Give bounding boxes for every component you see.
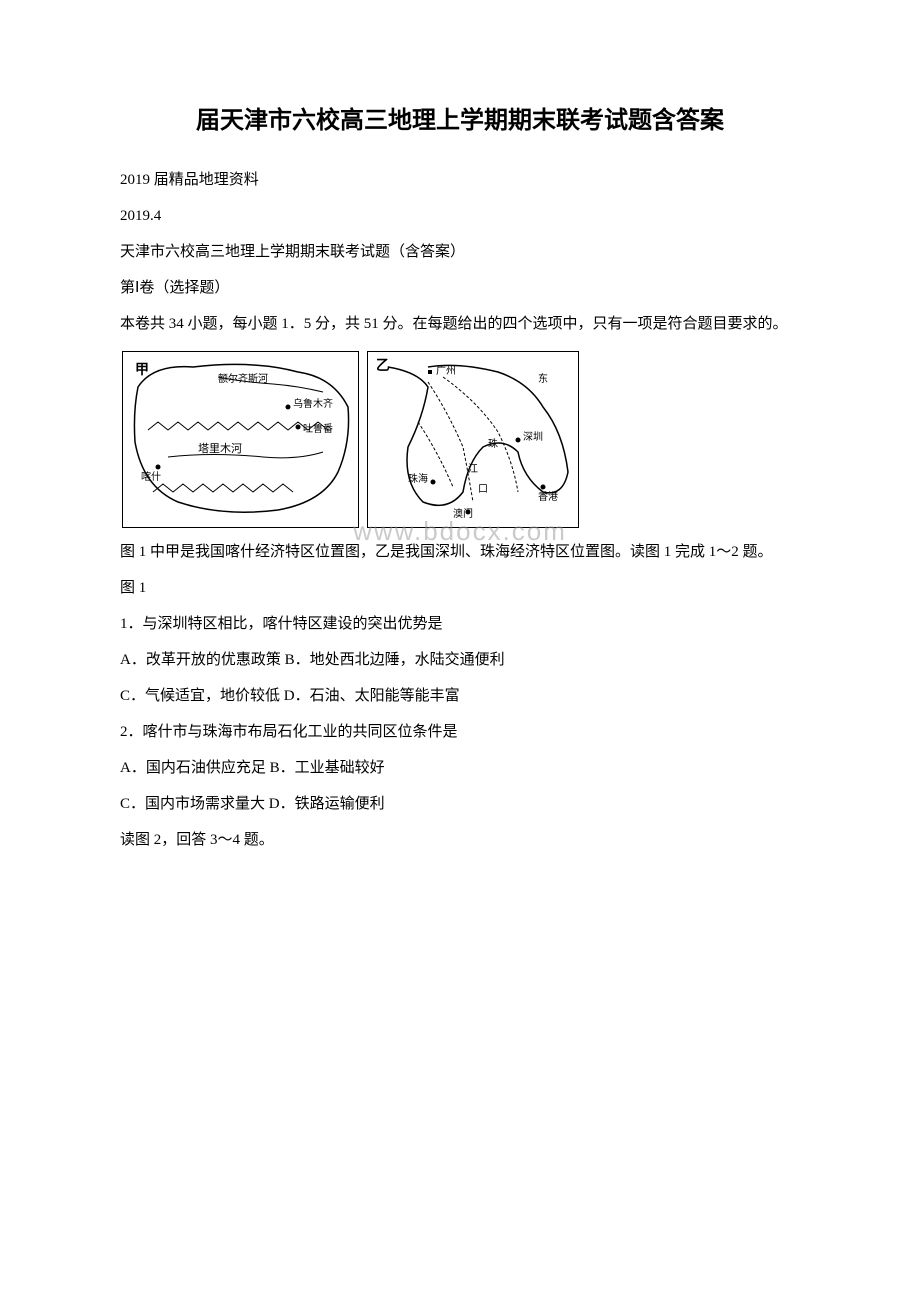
q2-options-ab: A．国内石油供应充足 B．工业基础较好 xyxy=(90,753,830,783)
meta-year-line: 2019 届精品地理资料 xyxy=(90,165,830,195)
map-jia-svg: 甲 额尔齐斯河 乌鲁木齐 吐鲁番 塔里木河 喀什 xyxy=(123,352,358,522)
map-yi: 乙 广州 东 深圳 珠 珠海 江 口 香港 澳门 xyxy=(367,351,579,528)
figure-1-ref: 图 1 xyxy=(90,573,830,603)
next-question-lead: 读图 2，回答 3～4 题。 xyxy=(90,825,830,855)
q2-stem: 2．喀什市与珠海市布局石化工业的共同区位条件是 xyxy=(90,717,830,747)
label-tarim: 塔里木河 xyxy=(198,442,242,455)
label-dong: 东 xyxy=(538,372,548,385)
page-title: 届天津市六校高三地理上学期期末联考试题含答案 xyxy=(90,100,830,135)
map-jia: 甲 额尔齐斯河 乌鲁木齐 吐鲁番 塔里木河 喀什 xyxy=(122,351,359,528)
instructions: 本卷共 34 小题，每小题 1．5 分，共 51 分。在每题给出的四个选项中，只… xyxy=(90,309,830,339)
label-hongkong: 香港 xyxy=(538,491,558,503)
label-kashgar: 喀什 xyxy=(141,470,161,483)
label-guangzhou: 广州 xyxy=(436,365,456,377)
volume-label: 第Ⅰ卷（选择题） xyxy=(90,273,830,303)
figure-1-caption: 图 1 中甲是我国喀什经济特区位置图，乙是我国深圳、珠海经济特区位置图。读图 1… xyxy=(90,537,830,567)
q1-stem: 1．与深圳特区相比，喀什特区建设的突出优势是 xyxy=(90,609,830,639)
label-shenzhen: 深圳 xyxy=(523,431,543,443)
figure-1-maps: 甲 额尔齐斯河 乌鲁木齐 吐鲁番 塔里木河 喀什 乙 广州 东 xyxy=(122,351,830,528)
label-irtysh: 额尔齐斯河 xyxy=(218,372,268,385)
meta-date-line: 2019.4 xyxy=(90,201,830,231)
label-jiang: 江 xyxy=(468,463,478,475)
label-zhu: 珠 xyxy=(488,437,498,450)
label-turpan: 吐鲁番 xyxy=(303,422,333,435)
label-urumqi: 乌鲁木齐 xyxy=(293,397,333,410)
label-zhuhai: 珠海 xyxy=(408,472,428,485)
map-jia-label: 甲 xyxy=(135,362,149,378)
map-yi-svg: 乙 广州 东 深圳 珠 珠海 江 口 香港 澳门 xyxy=(368,352,578,522)
map-yi-label: 乙 xyxy=(376,358,390,374)
label-macau: 澳门 xyxy=(453,507,473,520)
exam-subtitle: 天津市六校高三地理上学期期末联考试题（含答案） xyxy=(90,237,830,267)
q1-options-cd: C．气候适宜，地价较低 D．石油、太阳能等能丰富 xyxy=(90,681,830,711)
q2-options-cd: C．国内市场需求量大 D．铁路运输便利 xyxy=(90,789,830,819)
q1-options-ab: A．改革开放的优惠政策 B．地处西北边陲，水陆交通便利 xyxy=(90,645,830,675)
label-kou: 口 xyxy=(478,484,488,495)
